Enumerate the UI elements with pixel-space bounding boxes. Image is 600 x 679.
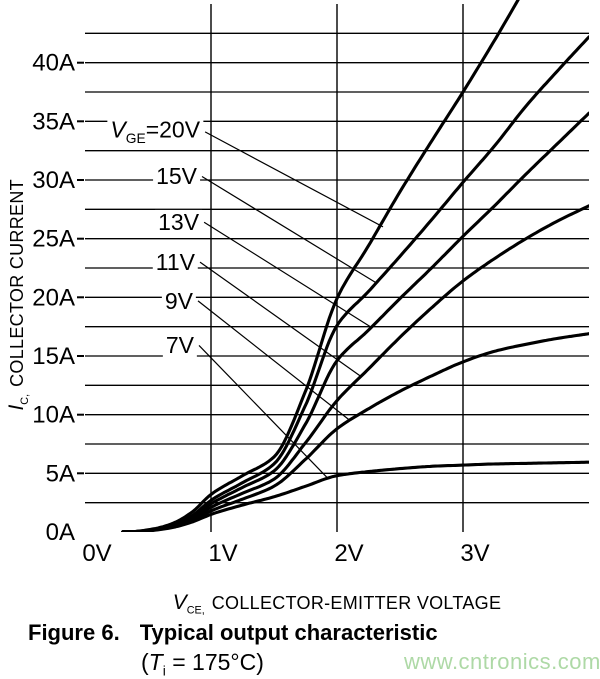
x-tick-label: 1V (208, 540, 237, 567)
curve-label-vge-11v: 11V (152, 249, 199, 276)
figure-caption: Figure 6. Typical output characteristic (28, 620, 438, 646)
x-tick-label: 0V (82, 540, 111, 567)
condition-subscript: i (162, 663, 166, 679)
curve-vge-15v (121, 35, 589, 532)
y-tick-label: 35A (32, 108, 75, 135)
figure-title: Typical output characteristic (139, 620, 438, 645)
gate-voltage-value: 11V (155, 249, 196, 276)
y-tick-label: 25A (32, 226, 75, 253)
y-tick-label: 20A (32, 284, 75, 311)
leader-line-vge-15v (201, 175, 378, 284)
leader-line-vge-9v (197, 300, 351, 421)
x-tick-label: 3V (460, 540, 489, 567)
x-axis-variable-subscript: CE, (186, 604, 205, 617)
x-tick-label: 2V (334, 540, 363, 567)
gate-voltage-value: =20V (145, 116, 201, 143)
condition-variable: T (148, 649, 163, 675)
y-axis-label-text: COLLECTOR CURRENT (7, 179, 28, 387)
vge-subscript: GE (125, 130, 146, 146)
gate-voltage-value: 9V (164, 287, 193, 314)
curve-label-vge-9v: 9V (161, 287, 196, 314)
y-axis-variable-subscript: C, (18, 393, 31, 405)
x-axis-variable: V (172, 591, 187, 614)
y-tick-label: 0A (46, 519, 75, 546)
figure-condition: (Ti = 175°C) (141, 649, 264, 679)
curve-vge-13v (121, 111, 589, 532)
curve-vge-20v (121, 0, 520, 532)
x-axis-title: VCE, COLLECTOR-EMITTER VOLTAGE (85, 591, 589, 617)
curve-label-vge-15v: 15V (153, 163, 201, 190)
gate-voltage-value: 15V (156, 163, 198, 190)
leader-line-vge-11v (199, 261, 363, 378)
watermark: www.cntronics.com (404, 649, 600, 674)
condition-open-paren: ( (141, 649, 149, 675)
x-axis-label-text: COLLECTOR-EMITTER VOLTAGE (211, 593, 502, 613)
curve-vge-11v (121, 204, 589, 532)
y-tick-label: 30A (32, 167, 75, 194)
leader-line-vge-20v (204, 131, 384, 228)
curve-vge-7v (121, 460, 589, 532)
y-tick-label: 10A (32, 402, 75, 429)
vge-variable: V (110, 116, 126, 143)
gate-voltage-value: 13V (158, 209, 200, 236)
curve-label-vge-13v: 13V (155, 209, 203, 236)
curve-label-vge-20v: VGE=20V (107, 116, 204, 147)
y-tick-label: 40A (32, 50, 75, 77)
leader-line-vge-13v (203, 221, 373, 329)
y-axis-title: IC, COLLECTOR CURRENT (5, 145, 31, 445)
gate-voltage-value: 7V (165, 332, 194, 359)
curve-label-vge-7v: 7V (162, 332, 197, 359)
condition-value: = 175°C) (165, 649, 264, 675)
curve-vge-9v (121, 332, 589, 532)
leader-line-vge-7v (198, 344, 329, 480)
y-axis-variable: I (5, 404, 29, 411)
y-tick-label: 5A (46, 460, 75, 487)
figure-number: Figure 6. (28, 620, 120, 645)
y-tick-label: 15A (32, 343, 75, 370)
